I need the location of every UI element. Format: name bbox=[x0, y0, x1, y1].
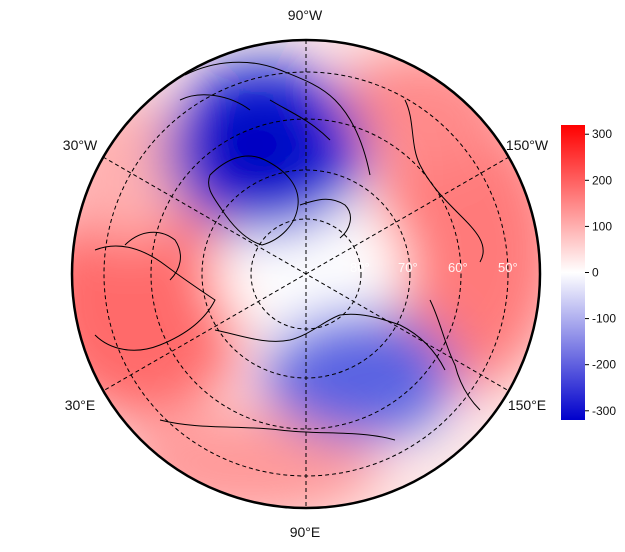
colorbar-tick-label: -200 bbox=[592, 358, 616, 372]
coastline-greenland bbox=[208, 155, 299, 246]
coastline-canadian-archipelago bbox=[179, 94, 351, 239]
lon-label-90e: 90°E bbox=[290, 524, 321, 540]
coastline-europe bbox=[94, 245, 216, 351]
lon-label-150w: 150°W bbox=[506, 137, 549, 153]
colorbar-gradient bbox=[561, 125, 585, 420]
lat-label-60: 60° bbox=[448, 260, 468, 275]
colorbar-tick-label: 0 bbox=[592, 266, 599, 280]
coastline-asia-interior bbox=[159, 419, 396, 441]
map-boundary bbox=[70, 38, 542, 510]
colorbar-tick-label: 300 bbox=[592, 127, 612, 141]
lon-label-30e: 30°E bbox=[65, 397, 96, 413]
coastline-siberia bbox=[214, 313, 446, 371]
positive-center-north-pacific bbox=[370, 110, 540, 390]
negative-center-greenland-core bbox=[200, 100, 310, 190]
colorbar-tick-label: 200 bbox=[592, 173, 612, 187]
lat-label-80: 80° bbox=[350, 260, 370, 275]
coastline-scandinavia bbox=[124, 231, 181, 281]
negative-center-siberia bbox=[265, 310, 455, 440]
colorbar-tick-label: 100 bbox=[592, 219, 612, 233]
lon-label-30w: 30°W bbox=[63, 137, 98, 153]
coastline-north-america bbox=[184, 61, 371, 176]
lat-label-70: 70° bbox=[398, 260, 418, 275]
colorbar-tick-label: -300 bbox=[592, 404, 616, 418]
graticule bbox=[102, 40, 510, 508]
lat-label-50: 50° bbox=[498, 260, 518, 275]
colorbar-ticks: 300 200 100 0 -100 -200 -300 bbox=[585, 127, 616, 418]
colorbar: 300 200 100 0 -100 -200 -300 bbox=[561, 125, 616, 420]
coastline-kamchatka bbox=[429, 299, 481, 411]
meridian-150w-30e bbox=[102, 156, 510, 392]
latitude-labels: 80° 70° 60° 50° bbox=[350, 260, 518, 275]
lon-label-150e: 150°E bbox=[508, 397, 546, 413]
longitude-labels: 90°W 30°W 150°W 30°E 150°E 90°E bbox=[63, 7, 549, 540]
anomaly-field bbox=[72, 40, 540, 508]
lon-label-90w: 90°W bbox=[288, 7, 323, 23]
colorbar-tick-label: -100 bbox=[592, 312, 616, 326]
